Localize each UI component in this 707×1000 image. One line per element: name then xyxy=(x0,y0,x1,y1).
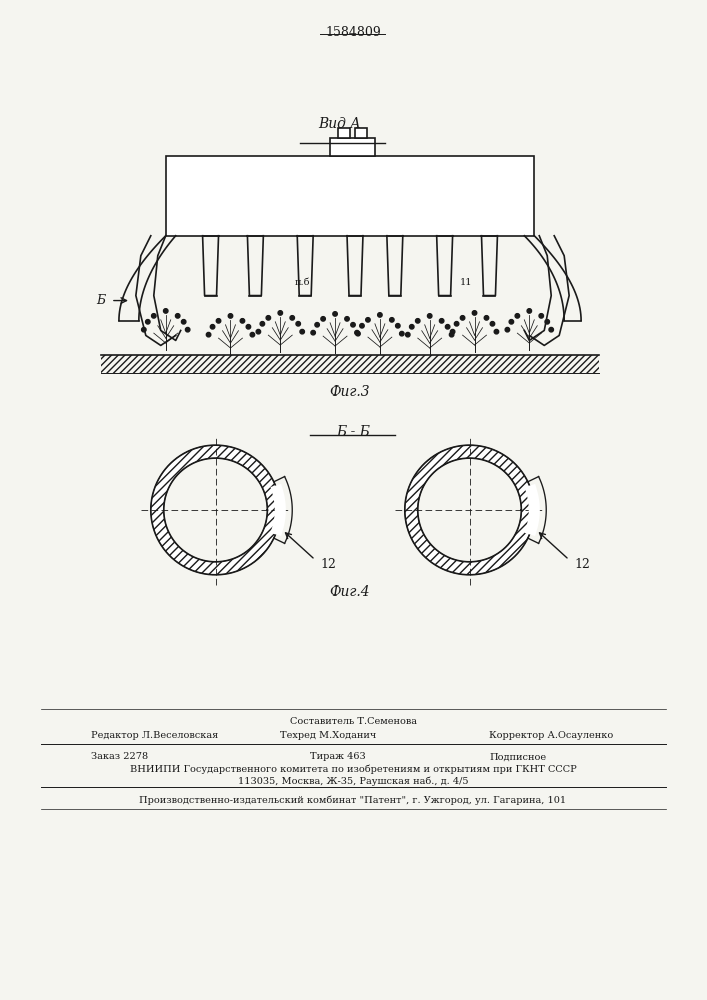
Text: 113035, Москва, Ж-35, Раушская наб., д. 4/5: 113035, Москва, Ж-35, Раушская наб., д. … xyxy=(238,776,468,786)
Circle shape xyxy=(490,322,495,326)
Text: Заказ 2278: Заказ 2278 xyxy=(91,752,148,761)
Circle shape xyxy=(315,323,320,327)
Circle shape xyxy=(228,314,233,318)
Circle shape xyxy=(360,324,364,328)
Circle shape xyxy=(300,329,305,334)
Circle shape xyxy=(509,320,513,324)
Text: Б - Б: Б - Б xyxy=(336,425,370,439)
Bar xyxy=(338,128,350,138)
Circle shape xyxy=(210,325,215,329)
Text: Корректор А.Осауленко: Корректор А.Осауленко xyxy=(489,731,614,740)
Circle shape xyxy=(250,332,255,337)
Circle shape xyxy=(260,322,264,326)
Circle shape xyxy=(416,319,420,323)
Circle shape xyxy=(151,314,156,318)
Bar xyxy=(330,138,375,156)
Text: Составитель Т.Семенова: Составитель Т.Семенова xyxy=(289,717,416,726)
Circle shape xyxy=(484,316,489,320)
Circle shape xyxy=(266,316,271,320)
Text: Подписное: Подписное xyxy=(489,752,547,761)
Bar xyxy=(355,128,367,138)
Circle shape xyxy=(506,327,510,332)
Circle shape xyxy=(296,322,300,326)
Circle shape xyxy=(333,312,337,316)
Circle shape xyxy=(494,329,498,334)
Circle shape xyxy=(440,319,444,323)
Circle shape xyxy=(445,325,450,329)
Circle shape xyxy=(216,319,221,323)
Circle shape xyxy=(539,314,544,318)
Circle shape xyxy=(406,332,410,337)
Text: Редактор Л.Веселовская: Редактор Л.Веселовская xyxy=(91,731,218,740)
Text: Фиг.4: Фиг.4 xyxy=(329,585,370,599)
Circle shape xyxy=(206,332,211,337)
Circle shape xyxy=(527,309,532,313)
Text: Техред М.Ходанич: Техред М.Ходанич xyxy=(280,731,377,740)
Circle shape xyxy=(549,327,554,332)
Circle shape xyxy=(366,318,370,322)
Text: 11: 11 xyxy=(460,278,473,287)
Circle shape xyxy=(428,314,432,318)
Circle shape xyxy=(472,311,477,315)
Text: Тираж 463: Тираж 463 xyxy=(310,752,366,761)
Circle shape xyxy=(256,329,261,334)
Circle shape xyxy=(146,320,150,324)
Text: ВНИИПИ Государственного комитета по изобретениям и открытиям при ГКНТ СССР: ВНИИПИ Государственного комитета по изоб… xyxy=(129,764,576,774)
Circle shape xyxy=(321,317,325,321)
Circle shape xyxy=(311,330,315,335)
Bar xyxy=(165,156,534,236)
Text: 1584809: 1584809 xyxy=(325,26,381,39)
Circle shape xyxy=(182,320,186,324)
Circle shape xyxy=(396,324,400,328)
Text: 12: 12 xyxy=(574,558,590,571)
Circle shape xyxy=(345,317,349,321)
Circle shape xyxy=(545,320,549,324)
Circle shape xyxy=(450,332,454,337)
Circle shape xyxy=(399,331,404,336)
Text: Производственно-издательский комбинат "Патент", г. Ужгород, ул. Гагарина, 101: Производственно-издательский комбинат "П… xyxy=(139,795,566,805)
Circle shape xyxy=(175,314,180,318)
Circle shape xyxy=(278,311,283,315)
Circle shape xyxy=(515,314,520,318)
Circle shape xyxy=(240,319,245,323)
Text: Б: Б xyxy=(96,294,105,307)
Circle shape xyxy=(455,322,459,326)
Text: Фиг.3: Фиг.3 xyxy=(329,385,370,399)
Circle shape xyxy=(141,327,146,332)
Circle shape xyxy=(351,323,355,327)
Circle shape xyxy=(460,316,464,320)
Text: Вид А: Вид А xyxy=(319,117,361,131)
Circle shape xyxy=(185,327,190,332)
Circle shape xyxy=(378,313,382,317)
Text: п.б: п.б xyxy=(294,278,310,287)
Circle shape xyxy=(356,331,361,336)
Circle shape xyxy=(355,330,359,335)
Circle shape xyxy=(246,325,251,329)
Text: 12: 12 xyxy=(320,558,336,571)
Circle shape xyxy=(390,318,394,322)
Circle shape xyxy=(290,316,295,320)
Bar xyxy=(101,355,599,373)
Circle shape xyxy=(163,309,168,313)
Circle shape xyxy=(409,325,414,329)
Circle shape xyxy=(450,329,455,334)
